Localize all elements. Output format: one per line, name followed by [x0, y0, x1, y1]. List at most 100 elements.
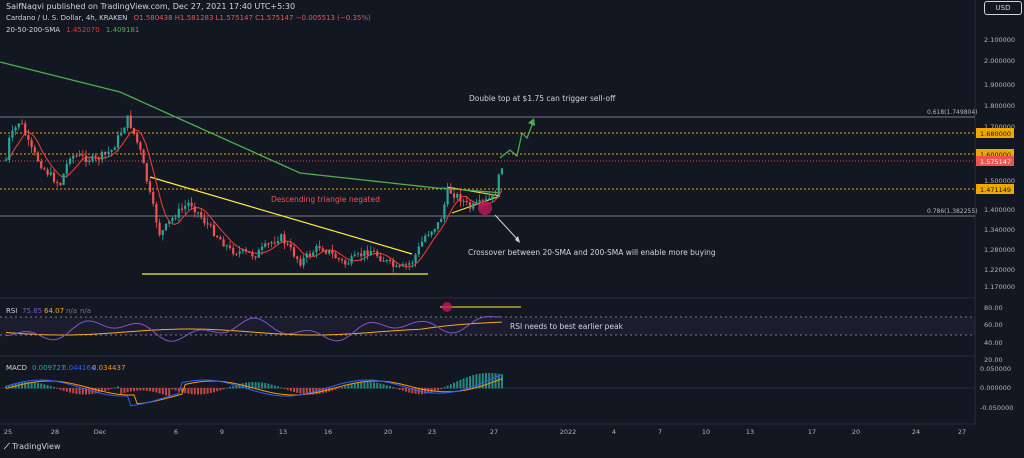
macd-bar [177, 388, 180, 392]
crossover-note: Crossover between 20-SMA and 200-SMA wil… [468, 248, 716, 257]
macd-bar [27, 382, 30, 389]
macd-bar [501, 374, 503, 389]
macd-bar [56, 388, 59, 389]
candle-body [286, 243, 289, 245]
macd-bar [149, 388, 151, 392]
macd-bar [43, 384, 46, 389]
candle-body [27, 135, 30, 140]
time-tick-label: 23 [428, 428, 436, 436]
candle-body [449, 187, 452, 194]
candle-body [257, 249, 260, 258]
sma-label[interactable]: 20-50-200-SMA [6, 26, 61, 34]
candle-body [126, 115, 129, 128]
macd-bar [123, 388, 126, 393]
time-axis: 25 28 Dec 6 9 13 16 20 23 27 2022 4 7 10 13 17 20 24 27 [4, 428, 966, 436]
candle-body [254, 256, 257, 258]
candle-body [315, 246, 318, 253]
rsi-axis: 80.00 60.00 40.00 20.00 [984, 304, 1003, 364]
price-tag-label: 1.575147 [980, 158, 1011, 166]
candle-body [209, 224, 212, 226]
candle-body [462, 200, 465, 202]
macd-bar [126, 388, 129, 393]
candle-body [184, 205, 187, 209]
macd-bar [40, 383, 43, 389]
rsi-tick-label: 80.00 [984, 304, 1003, 312]
candle-body [180, 208, 184, 210]
candle-body [321, 248, 324, 251]
crossover-arrow [494, 214, 520, 242]
macd-bar [357, 382, 359, 389]
candle-body [212, 224, 216, 237]
candle-body [420, 241, 424, 247]
macd-bar [277, 386, 279, 389]
macd-axis: 0.050000 0.000000 -0.050000 [980, 365, 1013, 412]
time-tick-label: 13 [746, 428, 754, 436]
candle-body [232, 247, 235, 254]
macd-bar [222, 388, 225, 390]
macd-bar [117, 386, 119, 389]
candle-body [350, 256, 353, 264]
price-tag-label: 1.471149 [980, 186, 1011, 194]
candle-body [424, 235, 427, 242]
candle-body [472, 203, 475, 209]
candle-body [11, 130, 14, 138]
macd-bar [152, 388, 155, 392]
candle-body [171, 217, 174, 222]
tradingview-logo[interactable]: ⟋ TradingView [4, 442, 61, 452]
ohlc-values: O1.580438 H1.581283 L1.575147 C1.575147 … [133, 14, 371, 22]
candle-body [494, 193, 497, 196]
candle-body [318, 246, 321, 249]
candle-body [158, 222, 161, 236]
macd-bar [193, 388, 196, 395]
fib618-label: 0.618(1.749804) [927, 109, 978, 116]
candle-body [225, 245, 228, 247]
candle-body [139, 142, 142, 150]
time-tick-label: Dec [94, 428, 107, 436]
price-tick-label: 1.280000 [984, 246, 1015, 254]
price-tick-label: 2.100000 [984, 36, 1015, 44]
macd-bar [411, 388, 414, 394]
macd-bar [392, 387, 395, 389]
candle-body [484, 199, 488, 201]
time-tick-label: 27 [958, 428, 966, 436]
candle-body [443, 204, 446, 219]
candle-body [292, 247, 296, 257]
pennant-top [446, 186, 501, 197]
price-tick-label: 1.700000 [984, 123, 1015, 131]
candle-body [497, 174, 500, 196]
macd-bar [446, 385, 449, 389]
candle-body [347, 263, 350, 265]
candle-body [267, 243, 270, 245]
time-tick-label: 9 [220, 428, 224, 436]
candle-body [289, 244, 292, 248]
candle-body [356, 253, 360, 255]
candle-body [24, 123, 27, 136]
candle-body [164, 223, 168, 231]
macd-bar [257, 382, 260, 389]
macd-bar [443, 387, 446, 389]
candle-body [369, 251, 372, 256]
macd-bar [235, 384, 238, 389]
macd-bar [184, 388, 187, 394]
candle-body [260, 246, 264, 250]
symbol-legend: Cardano / U. S. Dollar, 4h, KRAKEN O1.58… [6, 14, 375, 22]
symbol-title[interactable]: Cardano / U. S. Dollar, 4h, KRAKEN [6, 14, 128, 22]
macd-bar [485, 373, 487, 389]
macd-bar [398, 388, 401, 390]
candle-body [273, 242, 276, 244]
candle-body [110, 149, 113, 152]
currency-pill[interactable]: USD [984, 1, 1022, 15]
price-tick-label: 1.900000 [984, 81, 1015, 89]
macd-bar [360, 382, 363, 389]
macd-bar [213, 388, 215, 393]
candle-body [488, 198, 491, 200]
candle-body [206, 223, 209, 225]
time-tick-label: 25 [4, 428, 12, 436]
candle-body [312, 252, 315, 256]
time-tick-label: 13 [279, 428, 287, 436]
rsi-tick-label: 40.00 [984, 339, 1003, 347]
price-tag-bg [976, 184, 1014, 194]
macd-bar [30, 382, 33, 389]
macd-bar [373, 382, 375, 389]
